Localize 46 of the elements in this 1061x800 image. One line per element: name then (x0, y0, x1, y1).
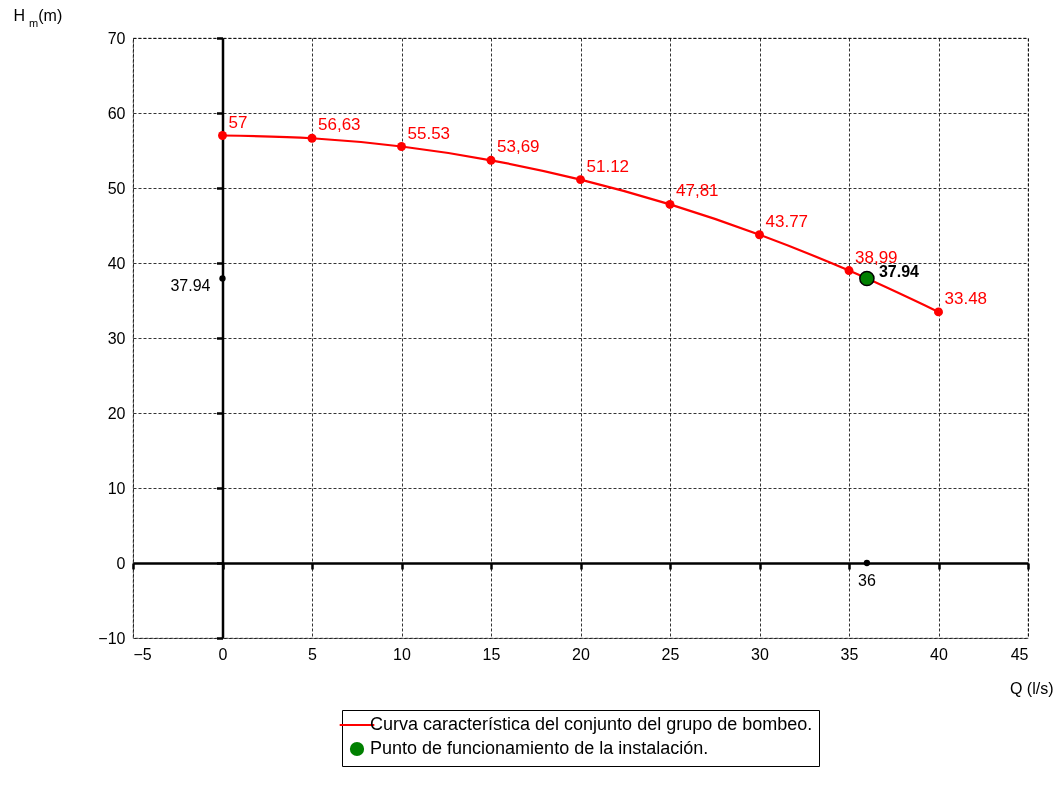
x-tick-label: −5 (133, 645, 152, 663)
legend-label: Curva característica del conjunto del grupo de bombeo. (370, 714, 813, 734)
y-tick-label: 40 (107, 254, 126, 272)
y-tick-label: 20 (107, 404, 126, 422)
x-tick-label: 35 (840, 645, 859, 663)
y-tick-label: 60 (107, 104, 126, 122)
y-tick-label: 70 (107, 29, 126, 47)
data-label: 53,69 (497, 137, 540, 157)
point (219, 275, 226, 282)
point (863, 559, 871, 567)
y-tick-label: 0 (116, 554, 126, 572)
point (576, 175, 585, 185)
point (755, 230, 764, 240)
data-label: 33.48 (944, 288, 988, 308)
data-label: 57 (228, 112, 248, 132)
data-label: 43.77 (765, 211, 809, 231)
point (486, 155, 496, 165)
data-label: 55.53 (407, 123, 451, 143)
y-tick-label: 30 (107, 329, 126, 347)
point (665, 199, 675, 209)
x-axis-title: Q (l/s) (1009, 679, 1054, 697)
x-tick-label: 30 (751, 645, 769, 663)
annotation: 36 (858, 572, 876, 589)
point (934, 307, 943, 317)
point (844, 266, 854, 276)
x-tick-label: 40 (930, 645, 948, 663)
point (859, 270, 875, 287)
point (307, 133, 317, 143)
x-tick-label: 25 (661, 645, 680, 663)
x-tick-label: 15 (482, 645, 501, 663)
legend-label: Punto de funcionamiento de la instalación. (370, 738, 709, 758)
y-tick-label: 10 (107, 479, 126, 497)
y-tick-label: 50 (107, 179, 126, 197)
point (218, 131, 227, 140)
data-label: 56,63 (318, 115, 361, 135)
x-tick-label: 20 (572, 645, 590, 663)
x-tick-label: 10 (393, 645, 411, 663)
y-tick-label: −10 (98, 629, 126, 647)
x-tick-label: 5 (308, 645, 318, 663)
x-tick-label: 0 (218, 645, 228, 663)
x-tick-label: 45 (1010, 645, 1029, 663)
data-label: 51.12 (586, 156, 630, 176)
point (397, 142, 406, 151)
y-axis-title: H$_{m}$(m) (13, 6, 63, 29)
data-label: 47,81 (676, 181, 719, 201)
data-label: 37.94 (170, 277, 211, 295)
